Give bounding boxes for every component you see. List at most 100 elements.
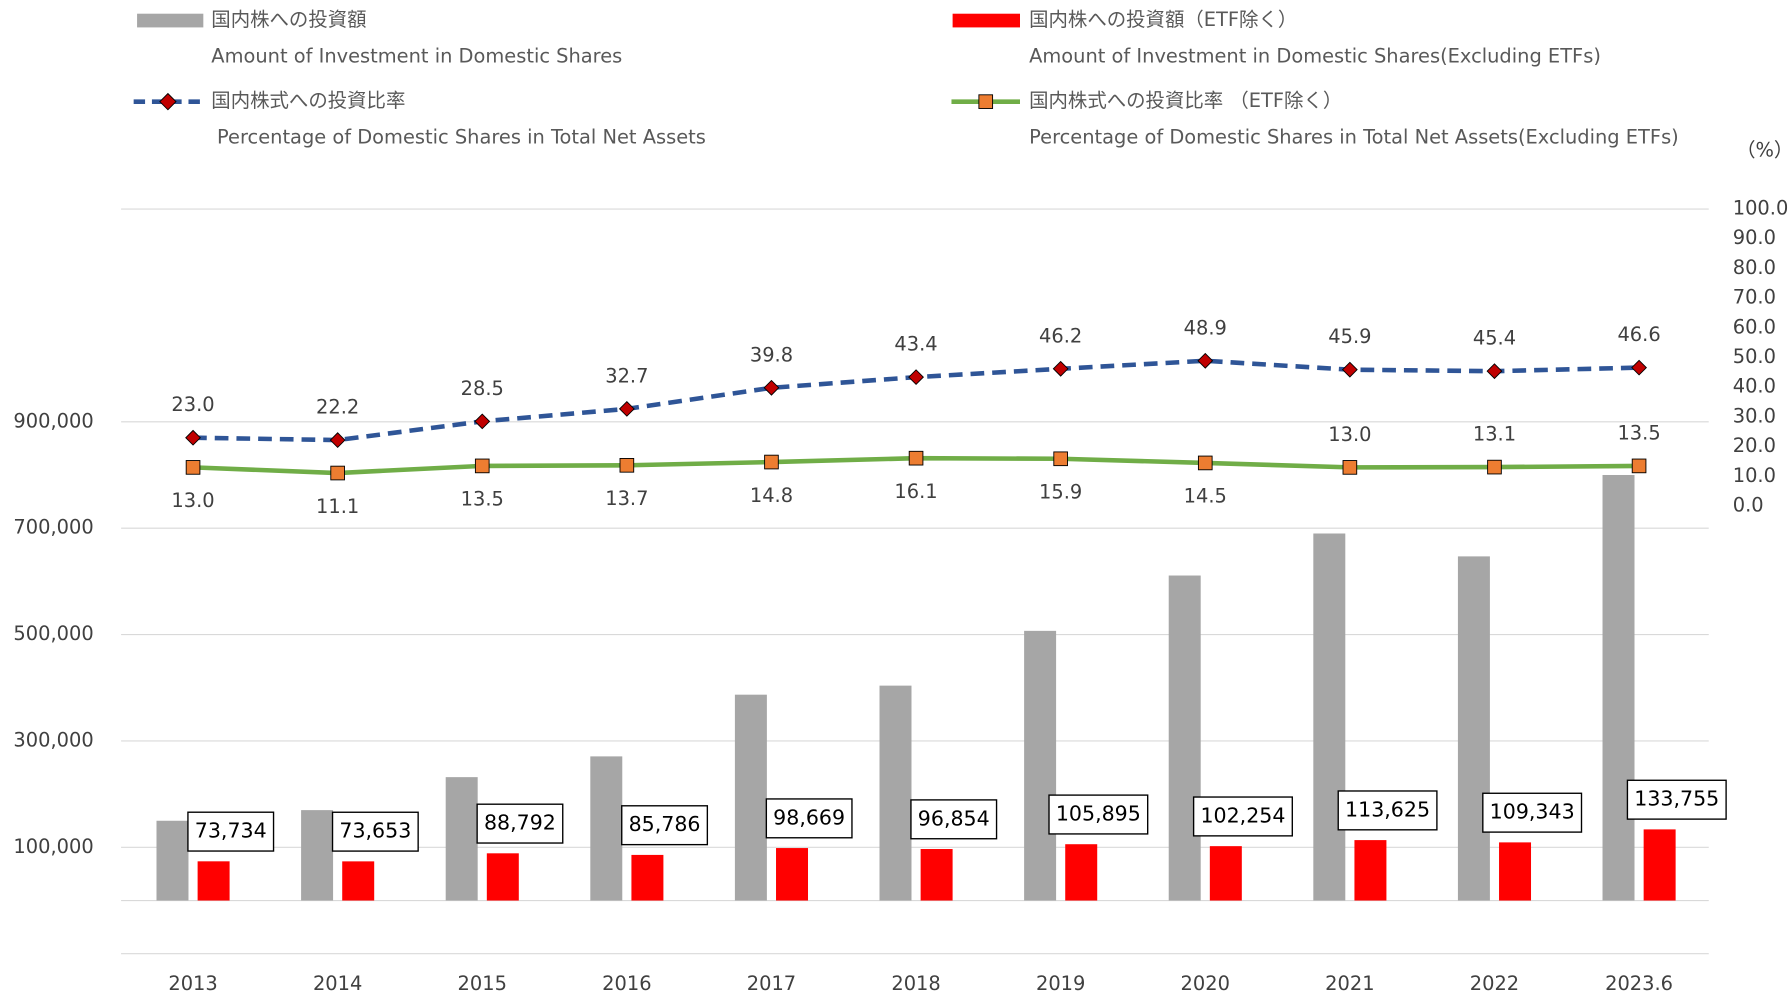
label-box <box>910 799 998 840</box>
data-label: 13.5 <box>461 488 504 511</box>
y2-tick-label: 50.0 <box>1733 345 1776 368</box>
bar <box>879 685 912 901</box>
bar <box>1499 842 1532 901</box>
y2-tick-label: 0.0 <box>1733 493 1764 516</box>
data-label: 32.7 <box>605 364 648 387</box>
y-tick-label: 700,000 <box>13 516 93 539</box>
data-label-box: 105,895 <box>1048 794 1149 835</box>
marker <box>1342 460 1358 475</box>
legend-label: 国内株式への投資比率 <box>211 89 405 112</box>
data-label: 73,734 <box>195 819 267 843</box>
data-label: 45.4 <box>1473 327 1516 350</box>
data-label: 13.7 <box>605 487 648 510</box>
x-tick-label: 2022 <box>1470 972 1519 995</box>
marker <box>474 413 491 430</box>
legend-label: 国内株式への投資比率 （ETF除く） <box>1029 89 1342 112</box>
legend-label-en: Percentage of Domestic Shares in Total N… <box>217 126 706 149</box>
x-tick-label: 2014 <box>313 972 362 995</box>
legend: 国内株への投資額 Amount of Investment in Domesti… <box>133 8 1679 149</box>
bar <box>197 861 230 901</box>
marker <box>474 458 490 474</box>
bar <box>920 849 953 901</box>
marker <box>1197 352 1214 369</box>
y2-tick-label: 100.0 <box>1733 197 1789 220</box>
y-tick-label: 100,000 <box>13 835 93 858</box>
data-label: 43.4 <box>894 333 937 356</box>
y2-tick-label: 90.0 <box>1733 226 1776 249</box>
data-label: 11.1 <box>316 495 359 518</box>
marker <box>1341 361 1358 378</box>
data-label-box: 109,343 <box>1482 792 1583 833</box>
bar <box>342 861 375 901</box>
bar <box>1168 575 1201 901</box>
label-box <box>1192 796 1293 837</box>
data-label: 105,895 <box>1056 802 1141 826</box>
y2-tick-label: 60.0 <box>1733 315 1776 338</box>
bar <box>1065 844 1098 901</box>
data-label: 96,854 <box>918 806 990 830</box>
data-label: 13.1 <box>1473 423 1516 446</box>
data-label-box: 98,669 <box>765 798 853 839</box>
marker <box>1487 459 1502 475</box>
data-label: 23.0 <box>171 393 214 416</box>
y-tick-label: 300,000 <box>13 728 93 751</box>
marker <box>618 400 635 417</box>
legend-swatch <box>137 13 204 28</box>
bar <box>445 777 478 901</box>
y-tick-label: 500,000 <box>13 622 93 645</box>
bar <box>734 694 767 901</box>
data-label: 102,254 <box>1200 803 1285 827</box>
data-label: 16.1 <box>894 480 937 503</box>
bar <box>1602 474 1635 901</box>
bar <box>1024 630 1057 901</box>
data-label: 39.8 <box>750 343 793 366</box>
label-box <box>765 798 853 839</box>
data-label: 13.0 <box>1328 423 1371 446</box>
x-tick-label: 2023.6 <box>1605 972 1673 995</box>
data-label: 113,625 <box>1345 797 1430 821</box>
legend-swatch <box>952 13 1020 28</box>
marker <box>330 465 345 481</box>
x-tick-label: 2020 <box>1181 972 1230 995</box>
legend-marker <box>159 92 177 111</box>
legend-label-en: Percentage of Domestic Shares in Total N… <box>1029 126 1679 149</box>
marker <box>908 450 924 466</box>
data-label: 46.6 <box>1617 323 1660 346</box>
data-label-box: 102,254 <box>1192 796 1293 837</box>
marker <box>764 454 779 470</box>
marker <box>1486 363 1503 380</box>
label-box <box>1482 792 1583 833</box>
x-tick-label: 2021 <box>1325 972 1374 995</box>
marker <box>1631 359 1647 376</box>
data-label-box: 88,792 <box>476 803 564 844</box>
x-tick-label: 2015 <box>458 972 507 995</box>
data-label: 73,653 <box>339 819 411 843</box>
bar <box>1354 840 1387 901</box>
marker <box>619 458 635 473</box>
data-label: 133,755 <box>1634 787 1719 811</box>
marker <box>1197 455 1213 471</box>
y2-tick-label: 70.0 <box>1733 286 1776 309</box>
data-label: 14.5 <box>1184 485 1227 508</box>
label-box <box>187 811 275 852</box>
y2-tick-label: 30.0 <box>1733 404 1776 427</box>
label-box <box>331 811 419 852</box>
marker <box>1052 360 1069 377</box>
marker <box>185 429 201 446</box>
bar <box>156 820 189 901</box>
marker <box>908 369 924 386</box>
bar <box>776 848 809 901</box>
bar <box>1209 846 1242 901</box>
x-tick-label: 2016 <box>602 972 651 995</box>
data-label-box: 133,755 <box>1626 779 1727 820</box>
marker <box>329 432 346 448</box>
marker <box>1631 458 1647 474</box>
legend-label-en: Amount of Investment in Domestic Shares <box>211 45 622 68</box>
data-label-box: 85,786 <box>621 805 709 846</box>
data-label: 13.5 <box>1617 421 1660 444</box>
marker <box>185 460 201 475</box>
label-box <box>1626 779 1727 820</box>
y2-tick-label: 40.0 <box>1733 375 1776 398</box>
y2-tick-label: 10.0 <box>1733 464 1776 487</box>
